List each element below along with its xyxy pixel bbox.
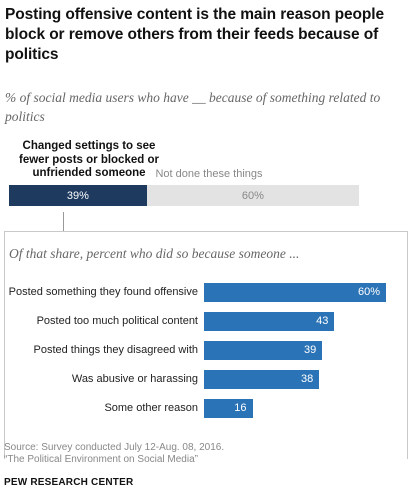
bar: 39	[204, 341, 323, 360]
breakdown-bracket	[4, 231, 408, 459]
bar-label: Was abusive or harassing	[71, 373, 198, 385]
segment-not-done: 60%	[146, 185, 359, 206]
bar-value-label: 60%	[357, 286, 380, 298]
report-title: “The Political Environment on Social Med…	[4, 454, 198, 465]
bar-value-label: 43	[316, 315, 329, 327]
segment-label-not-done: Not done these things	[155, 168, 263, 180]
source-text: Source: Survey conducted July 12-Aug. 08…	[4, 442, 225, 453]
connector-line	[63, 212, 64, 232]
bar-label: Posted things they disagreed with	[33, 344, 199, 356]
stacked-bar: 39% 60%	[9, 185, 359, 206]
bar-label: Posted too much political content	[36, 315, 198, 327]
bar: 43	[204, 312, 335, 331]
bar-value-label: 39	[304, 344, 317, 356]
bar-value-label: 16	[234, 402, 247, 414]
chart-title: Posting offensive content is the main re…	[5, 6, 385, 63]
bar: 38	[204, 370, 320, 389]
bar-label: Some other reason	[104, 402, 198, 414]
segment-label-changed-settings: Changed settings to see fewer posts or b…	[19, 140, 159, 179]
pew-logo-text: PEW RESEARCH CENTER	[4, 477, 134, 488]
chart-subtitle: % of social media users who have __ beca…	[5, 90, 381, 124]
bar-label: Posted something they found offensive	[8, 286, 198, 298]
segment-value-changed-settings: 39%	[66, 189, 89, 202]
bar-value-label: 38	[301, 373, 314, 385]
segment-value-not-done: 60%	[241, 189, 264, 202]
segment-changed-settings: 39%	[9, 185, 147, 206]
bar: 16	[204, 399, 253, 418]
bar: 60%	[204, 283, 386, 302]
breakdown-title: Of that share, percent who did so becaus…	[9, 246, 300, 261]
source-note: Source: Survey conducted July 12-Aug. 08…	[4, 442, 404, 466]
